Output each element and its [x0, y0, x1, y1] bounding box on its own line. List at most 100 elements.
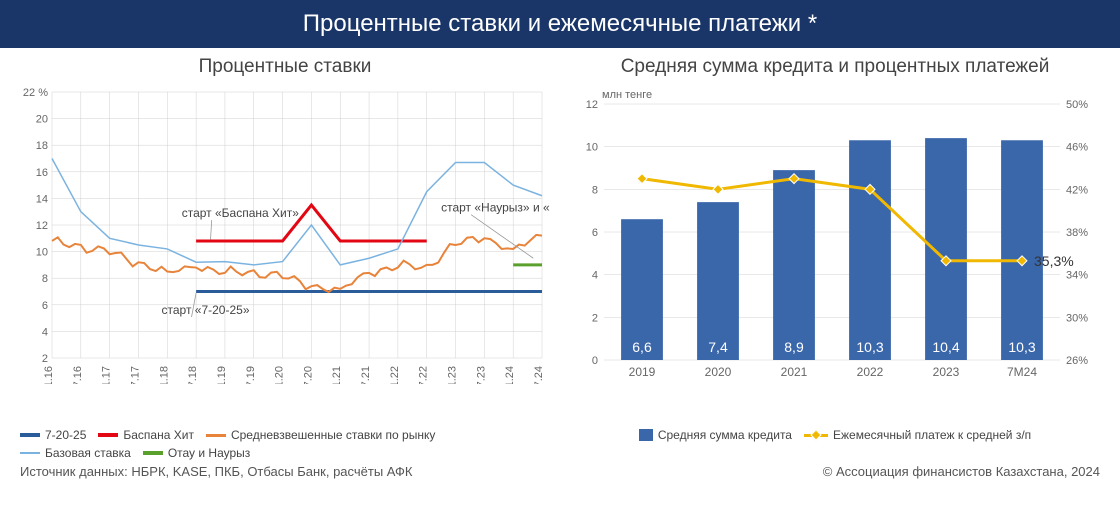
svg-text:7,4: 7,4	[708, 339, 728, 355]
legend-item: Отау и Наурыз	[143, 446, 250, 460]
svg-text:30%: 30%	[1066, 312, 1088, 324]
content-row: Процентные ставки 246810121416182022 %01…	[0, 48, 1120, 460]
legend-swatch	[20, 452, 40, 455]
svg-text:20: 20	[36, 114, 48, 126]
page-header: Процентные ставки и ежемесячные платежи …	[0, 0, 1120, 48]
svg-text:01.16: 01.16	[43, 366, 55, 384]
right-legend: Средняя сумма кредита Ежемесячный платеж …	[570, 428, 1100, 442]
svg-text:07.21: 07.21	[360, 366, 372, 384]
svg-text:2019: 2019	[629, 365, 656, 379]
svg-text:07.17: 07.17	[129, 366, 141, 384]
svg-text:2022: 2022	[857, 365, 884, 379]
chart-annotation: старт «Наурыз» и «Отау»	[441, 201, 550, 215]
legend-label: Средняя сумма кредита	[658, 428, 792, 442]
legend-item: 7-20-25	[20, 428, 86, 442]
svg-text:10,3: 10,3	[1008, 339, 1035, 355]
left-chart-svg: 2 4 6 8 10 12 14 16 18 20 22 % 01.16 07.16 01.17 07.17…	[20, 84, 550, 384]
legend-label: 7-20-25	[45, 428, 86, 442]
svg-text:07.18: 07.18	[187, 366, 199, 384]
svg-text:2020: 2020	[705, 365, 732, 379]
right-chart-svg: 024681012млн тенге26%30%34%38%42%46%50%6…	[570, 84, 1100, 384]
legend-label: Баспана Хит	[123, 428, 194, 442]
svg-text:07.16: 07.16	[72, 366, 84, 384]
svg-text:12: 12	[36, 220, 48, 232]
right-chart-area: 024681012млн тенге26%30%34%38%42%46%50%6…	[570, 84, 1100, 424]
line-end-label: 35,3%	[1034, 253, 1074, 269]
svg-text:8,9: 8,9	[784, 339, 804, 355]
svg-text:12: 12	[586, 99, 598, 111]
legend-item: Баспана Хит	[98, 428, 194, 442]
legend-item: Средневзвешенные ставки по рынку	[206, 428, 435, 442]
svg-text:01.22: 01.22	[389, 366, 401, 384]
legend-label: Отау и Наурыз	[168, 446, 250, 460]
svg-text:14: 14	[36, 193, 48, 205]
footer-source: Источник данных: НБРК, KASE, ПКБ, Отбасы…	[20, 464, 413, 479]
legend-swatch	[143, 451, 163, 455]
svg-text:4: 4	[42, 326, 48, 338]
svg-text:8: 8	[42, 273, 48, 285]
svg-text:46%: 46%	[1066, 142, 1088, 154]
right-panel: Средняя сумма кредита и процентных плате…	[570, 56, 1100, 460]
legend-swatch	[98, 433, 118, 437]
left-legend: 7-20-25 Баспана Хит Средневзвешенные ставк…	[20, 428, 550, 460]
svg-text:6: 6	[42, 300, 48, 312]
svg-text:07.19: 07.19	[245, 366, 257, 384]
footer-copyright: © Ассоциация финансистов Казахстана, 202…	[823, 464, 1100, 479]
svg-text:10: 10	[586, 142, 598, 154]
legend-item: Базовая ставка	[20, 446, 131, 460]
svg-text:16: 16	[36, 167, 48, 179]
svg-text:07.22: 07.22	[418, 366, 430, 384]
left-panel: Процентные ставки 2 4 6 8 10 12 14 16 18 20 22 % 01…	[20, 56, 550, 460]
svg-text:01.19: 01.19	[216, 366, 228, 384]
svg-text:2: 2	[42, 353, 48, 365]
line-marker	[713, 184, 723, 194]
bar	[849, 140, 891, 360]
legend-swatch	[639, 429, 653, 441]
svg-text:07.23: 07.23	[475, 366, 487, 384]
svg-text:07.24: 07.24	[533, 366, 545, 384]
left-chart-title: Процентные ставки	[20, 56, 550, 78]
svg-text:6,6: 6,6	[632, 339, 652, 355]
legend-swatch	[804, 431, 828, 439]
right-chart-title: Средняя сумма кредита и процентных плате…	[570, 56, 1100, 78]
svg-text:10,3: 10,3	[856, 339, 883, 355]
svg-text:01.20: 01.20	[274, 366, 286, 384]
svg-text:0: 0	[592, 355, 598, 367]
svg-text:2023: 2023	[933, 365, 960, 379]
svg-text:18: 18	[36, 140, 48, 152]
svg-text:22 %: 22 %	[23, 87, 48, 99]
bar	[1001, 140, 1043, 360]
svg-text:01.24: 01.24	[504, 366, 516, 384]
svg-text:07.20: 07.20	[302, 366, 314, 384]
svg-text:2: 2	[592, 312, 598, 324]
legend-swatch	[20, 433, 40, 437]
bar	[697, 202, 739, 360]
svg-text:01.21: 01.21	[331, 366, 343, 384]
svg-text:01.23: 01.23	[447, 366, 459, 384]
svg-text:01.17: 01.17	[101, 366, 113, 384]
svg-text:26%: 26%	[1066, 355, 1088, 367]
svg-text:2021: 2021	[781, 365, 808, 379]
svg-text:42%: 42%	[1066, 184, 1088, 196]
legend-label: Базовая ставка	[45, 446, 131, 460]
legend-swatch	[206, 434, 226, 437]
svg-text:01.18: 01.18	[158, 366, 170, 384]
svg-text:34%: 34%	[1066, 270, 1088, 282]
left-chart-area: 2 4 6 8 10 12 14 16 18 20 22 % 01.16 07.16 01.17 07.17…	[20, 84, 550, 424]
svg-text:10: 10	[36, 247, 48, 259]
header-title: Процентные ставки и ежемесячные платежи …	[303, 10, 817, 37]
footer: Источник данных: НБРК, KASE, ПКБ, Отбасы…	[0, 460, 1120, 483]
legend-item: Ежемесячный платеж к средней з/п	[804, 428, 1031, 442]
svg-text:10,4: 10,4	[932, 339, 959, 355]
svg-text:38%: 38%	[1066, 227, 1088, 239]
svg-text:8: 8	[592, 184, 598, 196]
svg-text:7М24: 7М24	[1007, 365, 1037, 379]
svg-text:6: 6	[592, 227, 598, 239]
legend-label: Ежемесячный платеж к средней з/п	[833, 428, 1031, 442]
chart-annotation: старт «7-20-25»	[162, 303, 250, 317]
svg-text:50%: 50%	[1066, 99, 1088, 111]
chart-annotation: старт «Баспана Хит»	[182, 206, 300, 220]
line-marker	[637, 174, 647, 184]
svg-text:млн тенге: млн тенге	[602, 89, 652, 101]
legend-label: Средневзвешенные ставки по рынку	[231, 428, 435, 442]
